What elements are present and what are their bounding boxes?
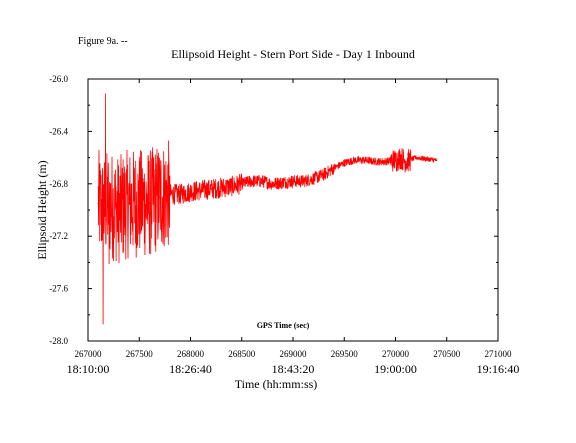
y-tick-label: -26.8 bbox=[49, 179, 68, 189]
figure-label: Figure 9a. -- bbox=[78, 36, 128, 47]
data-point bbox=[281, 181, 284, 184]
series-line-trace bbox=[97, 93, 437, 325]
y-tick-label: -28.0 bbox=[49, 336, 68, 346]
x-tick-label: 269500 bbox=[331, 349, 359, 359]
data-point bbox=[322, 173, 325, 176]
y-tick-label: -26.0 bbox=[49, 74, 68, 84]
data-point bbox=[158, 196, 161, 198]
data-point bbox=[404, 160, 407, 163]
data-point bbox=[189, 190, 192, 193]
x-tick-label: 271000 bbox=[485, 349, 513, 359]
data-point bbox=[353, 159, 356, 162]
data-point bbox=[343, 162, 346, 164]
data-point bbox=[107, 202, 110, 205]
data-point bbox=[128, 202, 130, 205]
data-point bbox=[394, 159, 397, 162]
x-axis: 267000 267500 268000 268500 269000 269500 2700… bbox=[75, 79, 513, 359]
data-point bbox=[251, 180, 253, 182]
data-point bbox=[292, 180, 294, 182]
data-point bbox=[179, 193, 182, 196]
data-point bbox=[384, 160, 387, 163]
time-tick-label: 19:16:40 bbox=[477, 362, 520, 376]
x-tick-label: 268500 bbox=[228, 349, 256, 359]
data-point bbox=[333, 167, 335, 169]
y-tick-label: -27.2 bbox=[49, 231, 68, 241]
data-point bbox=[399, 156, 402, 159]
x-tick-label: 267000 bbox=[75, 349, 103, 359]
data-point bbox=[271, 183, 274, 185]
data-point bbox=[169, 193, 171, 196]
data-point bbox=[138, 202, 141, 205]
data-point bbox=[148, 202, 151, 205]
series-group bbox=[97, 93, 438, 325]
data-point bbox=[302, 180, 305, 182]
time-tick-label: 18:26:40 bbox=[169, 362, 212, 376]
data-point bbox=[374, 160, 376, 163]
data-point bbox=[97, 202, 100, 205]
data-point bbox=[230, 185, 233, 188]
y-axis: -26.0 -26.4 -26.8 -27.2 -27.6 -28.0 bbox=[49, 74, 498, 346]
data-point bbox=[363, 159, 366, 162]
y-tick-label: -26.4 bbox=[49, 126, 68, 136]
x-tick-label: 270000 bbox=[382, 349, 410, 359]
y-axis-label: Ellipsoid Height (m) bbox=[35, 160, 49, 259]
time-tick-label: 19:00:00 bbox=[374, 362, 417, 376]
data-point bbox=[415, 156, 417, 159]
data-point bbox=[220, 186, 223, 189]
x-tick-label: 269000 bbox=[280, 349, 308, 359]
data-point bbox=[117, 209, 120, 211]
x-tick-label: 268000 bbox=[177, 349, 205, 359]
time-tick-label: 18:43:20 bbox=[272, 362, 315, 376]
data-point bbox=[240, 183, 243, 185]
x-axis-inner-label: GPS Time (sec) bbox=[257, 321, 310, 330]
x-tick-label: 267500 bbox=[126, 349, 154, 359]
time-tick-label: 18:10:00 bbox=[67, 362, 110, 376]
data-point bbox=[261, 180, 264, 182]
data-point bbox=[210, 188, 212, 190]
x-tick-label: 270500 bbox=[433, 349, 461, 359]
data-point bbox=[425, 158, 428, 160]
time-axis: 18:10:00 18:26:40 18:43:20 19:00:00 19:16:40 bbox=[67, 362, 520, 376]
chart-title: Ellipsoid Height - Stern Port Side - Day… bbox=[171, 47, 415, 61]
data-point bbox=[102, 209, 105, 211]
data-point bbox=[312, 177, 315, 180]
y-tick-label: -27.6 bbox=[49, 284, 68, 294]
x-axis-label: Time (hh:mm:ss) bbox=[235, 377, 318, 391]
data-point bbox=[435, 159, 438, 162]
data-point bbox=[199, 189, 202, 192]
